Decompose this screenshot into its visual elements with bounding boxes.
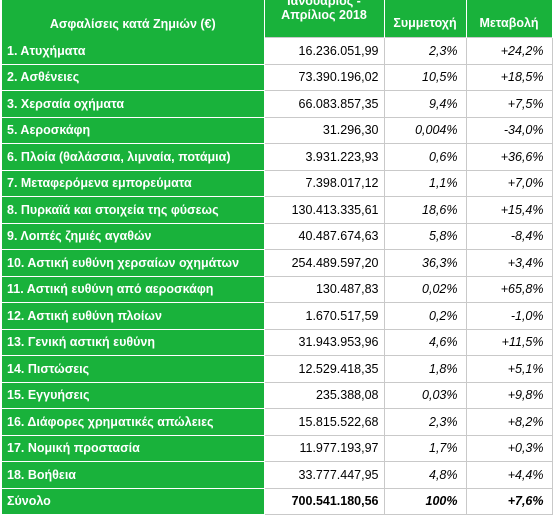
row-category: 7. Μεταφερόμενα εμπορεύματα <box>2 170 265 197</box>
row-share: 4,8% <box>383 461 467 489</box>
table-row: 12. Αστική ευθύνη πλοίων 1.670.517,59 0,… <box>2 302 553 330</box>
row-amount: 66.083.857,35 <box>263 90 385 118</box>
row-category: 13. Γενική αστική ευθύνη <box>2 329 265 356</box>
row-category: 12. Αστική ευθύνη πλοίων <box>2 302 265 330</box>
table-row: 18. Βοήθεια 33.777.447,95 4,8% +4,4% <box>2 461 553 489</box>
row-change: +8,2% <box>465 408 553 436</box>
row-change: +0,3% <box>465 434 553 462</box>
row-change: -8,4% <box>465 222 553 250</box>
total-row: Σύνολο 700.541.180,56 100% +7,6% <box>2 487 553 515</box>
row-amount: 33.777.447,95 <box>263 461 385 489</box>
header-share: Συμμετοχή <box>384 0 467 38</box>
header-category: Ασφαλίσεις κατά Ζημιών (€) <box>2 0 265 38</box>
row-amount: 11.977.193,97 <box>263 434 385 462</box>
header-period: Ιανουάριος - Απρίλιος 2018 <box>264 0 385 38</box>
row-share: 0,03% <box>383 381 467 409</box>
row-amount: 16.236.051,99 <box>263 37 385 65</box>
row-share: 9,4% <box>383 90 467 118</box>
row-change: +36,6% <box>465 143 553 171</box>
row-share: 10,5% <box>383 63 467 91</box>
row-amount: 254.489.597,20 <box>263 249 385 277</box>
row-amount: 130.413.335,61 <box>263 196 385 224</box>
row-share: 2,3% <box>383 408 467 436</box>
row-share: 36,3% <box>383 249 467 277</box>
row-amount: 15.815.522,68 <box>263 408 385 436</box>
row-change: +9,8% <box>465 381 553 409</box>
row-change: -1,0% <box>465 302 553 330</box>
table-row: 15. Εγγυήσεις 235.388,08 0,03% +9,8% <box>2 381 553 409</box>
row-amount: 1.670.517,59 <box>263 302 385 330</box>
row-amount: 235.388,08 <box>263 381 385 409</box>
row-change: +24,2% <box>465 37 553 65</box>
table-row: 7. Μεταφερόμενα εμπορεύματα 7.398.017,12… <box>2 169 553 197</box>
row-share: 0,004% <box>383 116 467 144</box>
row-change: +15,4% <box>465 196 553 224</box>
row-category: 1. Ατυχήματα <box>2 37 265 65</box>
row-share: 2,3% <box>383 37 467 65</box>
row-change: +5,1% <box>465 355 553 383</box>
row-amount: 3.931.223,93 <box>263 143 385 171</box>
row-change: +18,5% <box>465 63 553 91</box>
row-change: +7,0% <box>465 169 553 197</box>
table-row: 11. Αστική ευθύνη από αεροσκάφη 130.487,… <box>2 275 553 303</box>
row-category: 14. Πιστώσεις <box>2 355 265 383</box>
table-row: 5. Αεροσκάφη 31.296,30 0,004% -34,0% <box>2 116 553 144</box>
total-amount: 700.541.180,56 <box>263 487 385 515</box>
row-category: 16. Διάφορες χρηματικές απώλειες <box>2 408 265 436</box>
table-row: 17. Νομική προστασία 11.977.193,97 1,7% … <box>2 434 553 462</box>
table-row: 16. Διάφορες χρηματικές απώλειες 15.815.… <box>2 408 553 436</box>
total-share: 100% <box>383 487 467 515</box>
table-row: 2. Ασθένειες 73.390.196,02 10,5% +18,5% <box>2 63 553 91</box>
table-row: 6. Πλοία (θαλάσσια, λιμναία, ποτάμια) 3.… <box>2 143 553 171</box>
header-change: Μεταβολή <box>466 0 553 38</box>
row-change: +3,4% <box>465 249 553 277</box>
table-header-row: Ασφαλίσεις κατά Ζημιών (€) Ιανουάριος - … <box>2 0 553 38</box>
row-category: 6. Πλοία (θαλάσσια, λιμναία, ποτάμια) <box>2 143 265 171</box>
row-category: 10. Αστική ευθύνη χερσαίων οχημάτων <box>2 249 265 277</box>
row-amount: 73.390.196,02 <box>263 63 385 91</box>
row-share: 0,6% <box>383 143 467 171</box>
row-amount: 31.296,30 <box>263 116 385 144</box>
table-row: 8. Πυρκαϊά και στοιχεία της φύσεως 130.4… <box>2 196 553 224</box>
row-change: -34,0% <box>465 116 553 144</box>
row-change: +65,8% <box>465 275 553 303</box>
row-amount: 130.487,83 <box>263 275 385 303</box>
row-category: 3. Χερσαία οχήματα <box>2 90 265 118</box>
row-category: 11. Αστική ευθύνη από αεροσκάφη <box>2 276 265 303</box>
total-category: Σύνολο <box>2 488 265 515</box>
row-category: 15. Εγγυήσεις <box>2 382 265 409</box>
header-period-label: Ιανουάριος - Απρίλιος 2018 <box>281 0 367 22</box>
total-change: +7,6% <box>465 487 553 515</box>
row-amount: 31.943.953,96 <box>263 328 385 356</box>
row-category: 17. Νομική προστασία <box>2 435 265 462</box>
row-share: 5,8% <box>383 222 467 250</box>
row-category: 8. Πυρκαϊά και στοιχεία της φύσεως <box>2 196 265 224</box>
row-share: 4,6% <box>383 328 467 356</box>
table-row: 13. Γενική αστική ευθύνη 31.943.953,96 4… <box>2 328 553 356</box>
table-row: 9. Λοιπές ζημιές αγαθών 40.487.674,63 5,… <box>2 222 553 250</box>
row-change: +7,5% <box>465 90 553 118</box>
row-amount: 7.398.017,12 <box>263 169 385 197</box>
row-change: +4,4% <box>465 461 553 489</box>
table-row: 3. Χερσαία οχήματα 66.083.857,35 9,4% +7… <box>2 90 553 118</box>
table-row: 10. Αστική ευθύνη χερσαίων οχημάτων 254.… <box>2 249 553 277</box>
row-share: 1,8% <box>383 355 467 383</box>
table-row: 14. Πιστώσεις 12.529.418,35 1,8% +5,1% <box>2 355 553 383</box>
row-amount: 12.529.418,35 <box>263 355 385 383</box>
row-category: 2. Ασθένειες <box>2 64 265 91</box>
row-share: 18,6% <box>383 196 467 224</box>
row-share: 0,02% <box>383 275 467 303</box>
row-change: +11,5% <box>465 328 553 356</box>
row-share: 0,2% <box>383 302 467 330</box>
table-row: 1. Ατυχήματα 16.236.051,99 2,3% +24,2% <box>2 37 553 65</box>
row-amount: 40.487.674,63 <box>263 222 385 250</box>
row-category: 5. Αεροσκάφη <box>2 117 265 144</box>
row-share: 1,7% <box>383 434 467 462</box>
non-life-premiums-table: Ασφαλίσεις κατά Ζημιών (€) Ιανουάριος - … <box>2 0 553 515</box>
row-category: 9. Λοιπές ζημιές αγαθών <box>2 223 265 250</box>
row-category: 18. Βοήθεια <box>2 461 265 489</box>
row-share: 1,1% <box>383 169 467 197</box>
